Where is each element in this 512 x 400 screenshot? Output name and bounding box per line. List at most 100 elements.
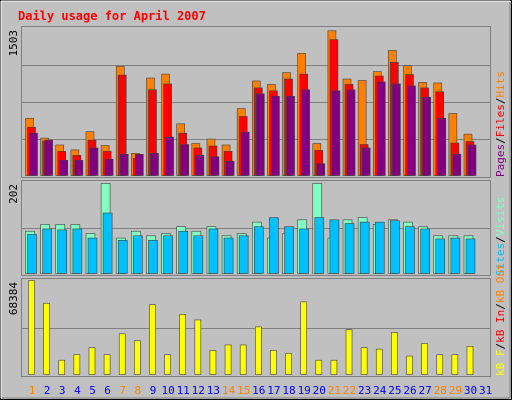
bottom-max-label: 68384 (7, 282, 20, 315)
kbytes-bar (375, 348, 383, 375)
sites-bar (163, 235, 173, 274)
x-tick-label: 15 (237, 384, 250, 397)
sites-bar (238, 235, 249, 274)
kbytes-bar (103, 354, 111, 375)
pages-bar (150, 153, 159, 176)
chart-title: Daily usage for April 2007 (18, 9, 206, 23)
x-tick-label: 14 (222, 384, 236, 397)
middle-max-label: 202 (7, 184, 20, 204)
x-tick-label: 12 (192, 384, 205, 397)
x-tick-label: 31 (479, 384, 492, 397)
x-tick-labels: 1 2 3 4 5 6 7 8 9 10 11 12 13 14 15 16 17 18 19 20 21 22 23 24 2… (29, 384, 493, 397)
legend-kbf: kB F (494, 350, 507, 377)
kbytes-bar (406, 355, 413, 375)
pages-bar (407, 85, 416, 176)
pages-bar (59, 159, 69, 176)
sites-bar (299, 228, 309, 274)
legend-sep: / (494, 98, 507, 105)
sites-bar (102, 212, 113, 274)
pages-bar (119, 154, 129, 176)
kbytes-bar (164, 354, 171, 375)
x-tick-label: 13 (207, 384, 220, 397)
kbytes-bar (224, 344, 232, 375)
legend-top: Pages/Files/Hits (494, 71, 507, 177)
sites-bar (344, 223, 355, 274)
x-tick-label: 5 (89, 384, 96, 397)
kbytes-bar (300, 301, 307, 375)
x-tick-label: 16 (252, 384, 265, 397)
kbytes-bar (436, 354, 444, 375)
x-tick-label: 26 (403, 384, 416, 397)
kbytes-bar (73, 354, 81, 375)
sites-bar (284, 226, 294, 274)
pages-bar (89, 147, 99, 176)
pages-bar (225, 160, 235, 176)
sites-bar (117, 240, 128, 274)
x-tick-label: 22 (343, 384, 356, 397)
sites-bar (87, 237, 98, 274)
sites-bar (314, 217, 325, 274)
sites-bar (193, 235, 204, 274)
x-tick-label: 3 (59, 384, 66, 397)
pages-bar (210, 156, 220, 176)
sites-bar (269, 217, 279, 274)
pages-bar (44, 139, 53, 176)
legend-sep: / (494, 137, 507, 144)
legend-sep: / (494, 343, 507, 350)
x-tick-label: 6 (104, 384, 111, 397)
x-tick-label: 24 (373, 384, 387, 397)
pages-bar (74, 159, 84, 176)
kbytes-bar (118, 333, 126, 375)
x-tick-label: 28 (434, 384, 447, 397)
kbytes-bar (43, 302, 50, 375)
x-tick-label: 7 (119, 384, 126, 397)
sites-bar (254, 226, 264, 274)
kbytes-bar (239, 344, 247, 375)
kbytes-bar (451, 354, 459, 375)
sites-bar (420, 228, 430, 274)
kbytes-bar (345, 329, 353, 375)
kbytes-bar (330, 359, 338, 375)
x-tick-label: 2 (44, 384, 51, 397)
x-tick-label: 25 (388, 384, 401, 397)
pages-bar (104, 158, 114, 176)
kbytes-bar (466, 346, 474, 375)
x-tick-label: 21 (328, 384, 341, 397)
pages-bar (331, 90, 341, 176)
pages-bar (376, 81, 386, 176)
sites-bar (329, 219, 340, 274)
x-tick-label: 27 (418, 384, 431, 397)
x-tick-label: 29 (449, 384, 462, 397)
kbytes-bar (134, 340, 141, 375)
x-tick-label: 11 (177, 384, 190, 397)
kbytes-bar (270, 350, 277, 375)
kbytes-bar (149, 304, 156, 375)
kbytes-bar (179, 314, 186, 375)
legend-pages: Pages (494, 144, 507, 177)
legend-kbin: kB In (494, 310, 507, 343)
kbytes-bar (58, 359, 66, 375)
x-tick-label: 9 (150, 384, 157, 397)
pages-bar (361, 147, 371, 176)
sites-bar (390, 220, 400, 274)
kbytes-bar (88, 347, 96, 375)
pages-bar (271, 95, 280, 176)
kbytes-bar (391, 332, 398, 375)
sites-bar (178, 230, 188, 274)
x-tick-label: 20 (313, 384, 326, 397)
x-tick-label: 17 (267, 384, 280, 397)
sites-bar (405, 226, 415, 274)
sites-bar (359, 221, 370, 274)
pages-bar (29, 132, 38, 176)
pages-bar (452, 154, 462, 176)
legend-kbout: kB Out (494, 263, 507, 303)
sites-bar (72, 228, 83, 274)
pages-bar (392, 83, 401, 176)
legend-hits: Hits (494, 71, 507, 98)
sites-bar (42, 228, 52, 274)
sites-bar (450, 237, 461, 274)
legend-visits: Visits (494, 197, 507, 237)
sites-bar (465, 238, 476, 274)
